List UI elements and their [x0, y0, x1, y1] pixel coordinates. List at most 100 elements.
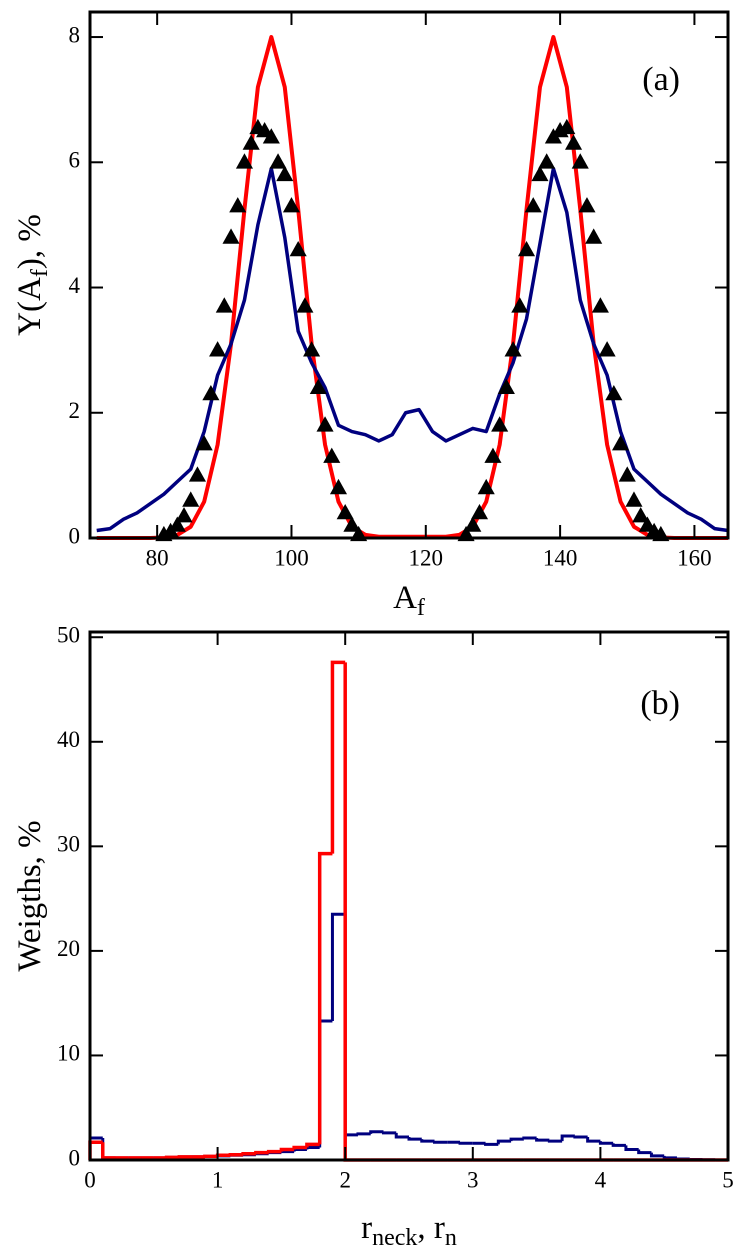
- x-tick-label: 120: [409, 545, 444, 570]
- triangle-marker: [599, 341, 616, 356]
- hist-step: [179, 1157, 192, 1158]
- y-tick-label: 4: [69, 273, 81, 298]
- hist-step: [103, 1142, 116, 1158]
- hist-step: [90, 1142, 103, 1160]
- triangle-marker: [518, 241, 535, 256]
- x-axis-label-part: r: [361, 1210, 372, 1246]
- hist-step: [562, 1136, 575, 1141]
- series-line: [97, 169, 728, 531]
- hist-step: [486, 1143, 499, 1144]
- triangle-marker: [216, 297, 233, 312]
- hist-step: [269, 1152, 282, 1153]
- triangle-marker: [202, 385, 219, 400]
- hist-step: [524, 1138, 537, 1139]
- y-tick-label: 40: [57, 727, 80, 752]
- y-tick-label: 50: [57, 623, 80, 648]
- y-tick-label: 20: [57, 936, 80, 961]
- triangle-marker: [612, 435, 629, 450]
- triangle-marker: [511, 297, 528, 312]
- triangle-marker: [182, 491, 199, 506]
- triangle-marker: [269, 153, 286, 168]
- panel: [97, 37, 728, 541]
- triangle-marker: [592, 297, 609, 312]
- hist-step: [256, 1153, 269, 1154]
- hist-step: [537, 1138, 550, 1140]
- x-tick-label: 100: [274, 545, 309, 570]
- hist-step: [600, 1141, 613, 1143]
- y-tick-label: 2: [69, 398, 81, 423]
- hist-step: [320, 1021, 333, 1148]
- y-tick-label: 8: [69, 22, 81, 47]
- triangle-marker: [209, 341, 226, 356]
- hist-step: [243, 1154, 256, 1155]
- y-tick-label: 6: [69, 148, 81, 173]
- y-tick-label: 0: [69, 523, 81, 548]
- x-axis-label-part: A: [393, 580, 417, 616]
- hist-step: [396, 1133, 409, 1137]
- hist-step: [664, 1156, 677, 1158]
- hist-step: [588, 1137, 601, 1141]
- x-tick-label: 140: [543, 545, 578, 570]
- y-tick-label: 30: [57, 832, 80, 857]
- x-axis-label-part: n: [445, 1225, 457, 1246]
- hist-step: [511, 1139, 524, 1141]
- x-tick-label: 0: [84, 1167, 96, 1192]
- hist-step: [498, 1141, 511, 1144]
- triangle-marker: [538, 153, 555, 168]
- hist-step: [332, 662, 345, 853]
- hist-step: [422, 1139, 435, 1141]
- triangle-marker: [196, 435, 213, 450]
- hist-step: [639, 1150, 652, 1153]
- x-tick-label: 1: [212, 1167, 224, 1192]
- x-tick-label: 3: [467, 1167, 479, 1192]
- x-axis-label-part: , r: [417, 1210, 445, 1246]
- y-tick-label: 10: [57, 1041, 80, 1066]
- triangle-marker: [222, 228, 239, 243]
- plot-frame: [90, 632, 728, 1160]
- hist-step: [626, 1145, 639, 1149]
- triangle-marker: [290, 241, 307, 256]
- hist-step: [613, 1143, 626, 1145]
- x-axis-label: Af: [393, 580, 425, 621]
- hist-step: [549, 1140, 562, 1141]
- hist-step: [281, 1152, 294, 1153]
- hist-step: [167, 1157, 180, 1158]
- triangle-marker: [491, 416, 508, 431]
- panel: [90, 662, 728, 1160]
- plot-frame: [90, 12, 728, 538]
- x-axis-label: rneck, rn: [361, 1210, 457, 1246]
- annotation: (a): [642, 61, 680, 98]
- hist-step: [435, 1141, 448, 1142]
- x-axis-label-part: f: [417, 595, 425, 621]
- triangle-marker: [605, 385, 622, 400]
- triangle-marker: [317, 416, 334, 431]
- hist-step: [460, 1142, 473, 1143]
- y-axis-label-part: Weigths, %: [12, 820, 48, 971]
- x-axis-label-part: neck: [372, 1225, 417, 1246]
- y-tick-label: 0: [69, 1145, 81, 1170]
- hist-step: [651, 1153, 664, 1156]
- hist-step: [205, 1156, 218, 1157]
- hist-step: [332, 914, 345, 1021]
- hist-step: [345, 914, 358, 1135]
- triangle-marker: [585, 228, 602, 243]
- y-axis-label: Weigths, %: [12, 820, 48, 971]
- triangle-marker: [625, 491, 642, 506]
- x-tick-label: 2: [339, 1167, 351, 1192]
- x-tick-label: 160: [677, 545, 712, 570]
- hist-step: [320, 854, 333, 1145]
- y-axis-label: Y(Af), %: [12, 214, 53, 336]
- hist-step: [307, 1147, 320, 1149]
- x-tick-label: 5: [722, 1167, 734, 1192]
- hist-step: [103, 1138, 116, 1158]
- x-tick-label: 4: [595, 1167, 607, 1192]
- annotation: (b): [640, 685, 680, 722]
- hist-step: [383, 1132, 396, 1133]
- hist-step: [230, 1155, 243, 1156]
- hist-step: [358, 1134, 371, 1135]
- triangle-marker: [296, 297, 313, 312]
- hist-step: [409, 1137, 422, 1139]
- triangle-marker: [498, 379, 515, 394]
- triangle-marker: [175, 507, 192, 522]
